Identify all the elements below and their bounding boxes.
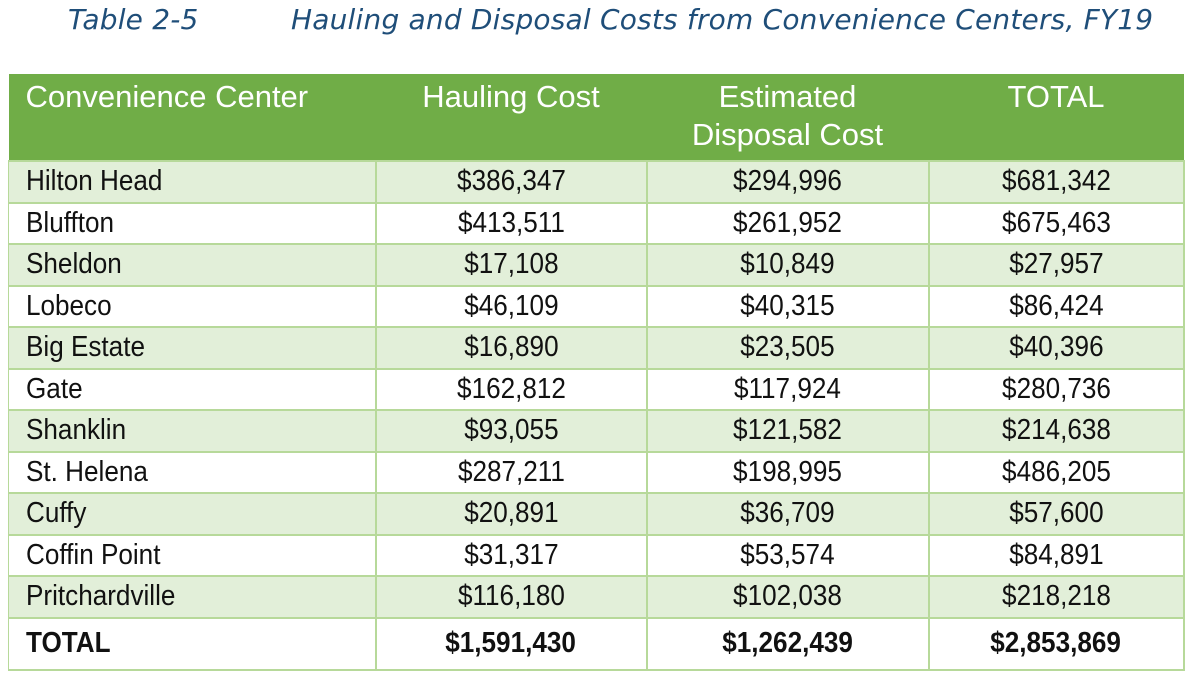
disposal-cost-cell: $102,038 (645, 575, 930, 619)
disposal-cost-cell: $23,505 (645, 326, 930, 370)
center-name-cell: Gate (8, 367, 377, 411)
hauling-cost-cell: $386,347 (374, 160, 648, 204)
table-title: Hauling and Disposal Costs from Convenie… (291, 3, 1154, 36)
disposal-cost-cell: $294,996 (645, 160, 930, 204)
costs-table: Convenience Center Hauling Cost Estimate… (8, 74, 1185, 671)
total-cost-cell: $675,463 (927, 201, 1185, 245)
column-header-disposal-line1: Estimated (718, 79, 857, 114)
table-body: Hilton Head $386,347 $294,996 $681,342 B… (8, 160, 1185, 671)
table-row: Shanklin $93,055 $121,582 $214,638 (8, 409, 1185, 453)
total-disposal-cell: $1,262,439 (645, 616, 930, 671)
hauling-cost-cell: $46,109 (374, 284, 648, 328)
hauling-cost-cell: $20,891 (374, 492, 648, 536)
table-number: Table 2-5 (68, 3, 199, 36)
table-row: Bluffton $413,511 $261,952 $675,463 (8, 201, 1185, 245)
total-cost-cell: $40,396 (927, 326, 1185, 370)
disposal-cost-cell: $198,995 (645, 450, 930, 494)
hauling-cost-cell: $287,211 (374, 450, 648, 494)
table-row: Lobeco $46,109 $40,315 $86,424 (8, 284, 1185, 328)
center-name-cell: Sheldon (8, 243, 377, 287)
table-row: Cuffy $20,891 $36,709 $57,600 (8, 492, 1185, 536)
column-header-center: Convenience Center (8, 74, 376, 161)
disposal-cost-cell: $40,315 (645, 284, 930, 328)
center-name-cell: Cuffy (8, 492, 377, 536)
grand-total-cell: $2,853,869 (927, 616, 1185, 671)
total-cost-cell: $84,891 (927, 533, 1185, 577)
hauling-cost-cell: $162,812 (374, 367, 648, 411)
center-name-cell: Coffin Point (8, 533, 377, 577)
total-label-cell: TOTAL (8, 616, 377, 671)
table-row: Hilton Head $386,347 $294,996 $681,342 (8, 160, 1185, 204)
total-row: TOTAL $1,591,430 $1,262,439 $2,853,869 (8, 616, 1185, 671)
total-cost-cell: $681,342 (927, 160, 1185, 204)
column-header-total: TOTAL (928, 74, 1184, 161)
total-cost-cell: $280,736 (927, 367, 1185, 411)
total-cost-cell: $214,638 (927, 409, 1185, 453)
center-name-cell: St. Helena (8, 450, 377, 494)
hauling-cost-cell: $31,317 (374, 533, 648, 577)
table-row: Big Estate $16,890 $23,505 $40,396 (8, 326, 1185, 370)
column-header-disposal-line2: Disposal Cost (691, 117, 884, 152)
table-row: Coffin Point $31,317 $53,574 $84,891 (8, 533, 1185, 577)
table-row: St. Helena $287,211 $198,995 $486,205 (8, 450, 1185, 494)
center-name-cell: Hilton Head (8, 160, 377, 204)
center-name-cell: Big Estate (8, 326, 377, 370)
hauling-cost-cell: $16,890 (374, 326, 648, 370)
total-cost-cell: $486,205 (927, 450, 1185, 494)
center-name-cell: Pritchardville (8, 575, 377, 619)
disposal-cost-cell: $53,574 (645, 533, 930, 577)
table-row: Gate $162,812 $117,924 $280,736 (8, 367, 1185, 411)
total-cost-cell: $27,957 (927, 243, 1185, 287)
column-header-disposal: Estimated Disposal Cost (646, 74, 929, 161)
hauling-cost-cell: $116,180 (374, 575, 648, 619)
hauling-cost-cell: $413,511 (374, 201, 648, 245)
hauling-cost-cell: $17,108 (374, 243, 648, 287)
disposal-cost-cell: $10,849 (645, 243, 930, 287)
table-caption: Table 2-5 Hauling and Disposal Costs fro… (0, 0, 1200, 48)
center-name-cell: Bluffton (8, 201, 377, 245)
total-hauling-cell: $1,591,430 (374, 616, 648, 671)
table-row: Pritchardville $116,180 $102,038 $218,21… (8, 575, 1185, 619)
hauling-cost-cell: $93,055 (374, 409, 648, 453)
disposal-cost-cell: $117,924 (645, 367, 930, 411)
disposal-cost-cell: $261,952 (645, 201, 930, 245)
disposal-cost-cell: $121,582 (645, 409, 930, 453)
center-name-cell: Lobeco (8, 284, 377, 328)
total-cost-cell: $218,218 (927, 575, 1185, 619)
column-header-hauling: Hauling Cost (375, 74, 647, 161)
total-cost-cell: $57,600 (927, 492, 1185, 536)
total-cost-cell: $86,424 (927, 284, 1185, 328)
disposal-cost-cell: $36,709 (645, 492, 930, 536)
header-row: Convenience Center Hauling Cost Estimate… (8, 74, 1184, 161)
center-name-cell: Shanklin (8, 409, 377, 453)
table-row: Sheldon $17,108 $10,849 $27,957 (8, 243, 1185, 287)
